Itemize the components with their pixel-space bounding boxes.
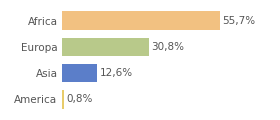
Text: 0,8%: 0,8%	[66, 94, 92, 104]
Bar	[62, 38, 149, 56]
Text: 30,8%: 30,8%	[151, 42, 184, 52]
Bar	[62, 11, 220, 30]
Text: 55,7%: 55,7%	[222, 16, 255, 26]
Bar	[62, 64, 97, 82]
Text: 12,6%: 12,6%	[100, 68, 133, 78]
Bar	[62, 90, 64, 109]
